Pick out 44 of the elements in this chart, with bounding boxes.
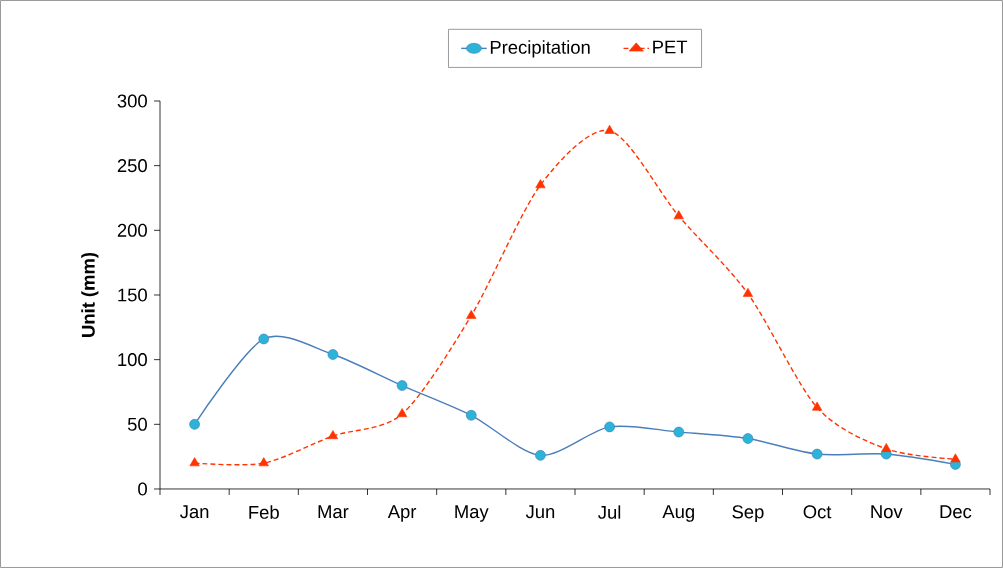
- point: [535, 179, 546, 189]
- y-tick-label: 250: [117, 159, 147, 173]
- point: [397, 408, 408, 418]
- x-tick-label: Jan: [180, 505, 209, 519]
- point: [881, 443, 892, 452]
- point: [742, 433, 754, 444]
- point: [535, 450, 546, 461]
- point: [258, 457, 269, 467]
- y-tick-label: 0: [138, 482, 147, 496]
- x-tick-label: Apr: [387, 505, 417, 522]
- point: [396, 380, 408, 391]
- x-tick-label: Aug: [662, 505, 694, 522]
- x-tick-label: Dec: [940, 505, 972, 519]
- x-tick-label: Jun: [525, 505, 555, 519]
- point: [327, 349, 339, 360]
- y-tick-label: 50: [127, 417, 147, 431]
- y-tick-label: 200: [117, 223, 147, 237]
- point: [466, 309, 477, 319]
- x-tick-label: Nov: [871, 505, 903, 519]
- point: [950, 453, 961, 463]
- point: [812, 401, 823, 411]
- x-tick-label: May: [455, 505, 489, 522]
- y-tick-label: 100: [118, 353, 147, 367]
- point: [673, 210, 684, 220]
- y-tick-label: 150: [118, 288, 147, 302]
- point: [673, 426, 685, 438]
- point: [258, 333, 270, 345]
- x-tick-label: Feb: [249, 505, 279, 519]
- x-tick-label: Sep: [732, 505, 764, 523]
- point: [327, 430, 338, 440]
- x-tick-label: Jul: [598, 505, 621, 519]
- y-tick-label: 300: [117, 94, 147, 108]
- point: [604, 421, 615, 433]
- point: [742, 287, 753, 297]
- legend-label: PET: [653, 40, 688, 54]
- point: [604, 124, 615, 134]
- y-axis-title: Unit (mm): [81, 252, 99, 337]
- point: [811, 448, 823, 460]
- point: [465, 409, 477, 421]
- legend-label: Precipitation: [490, 40, 590, 58]
- point: [189, 457, 200, 467]
- x-tick-label: Mar: [318, 505, 349, 519]
- point: [189, 419, 200, 430]
- x-tick-label: Oct: [803, 505, 832, 519]
